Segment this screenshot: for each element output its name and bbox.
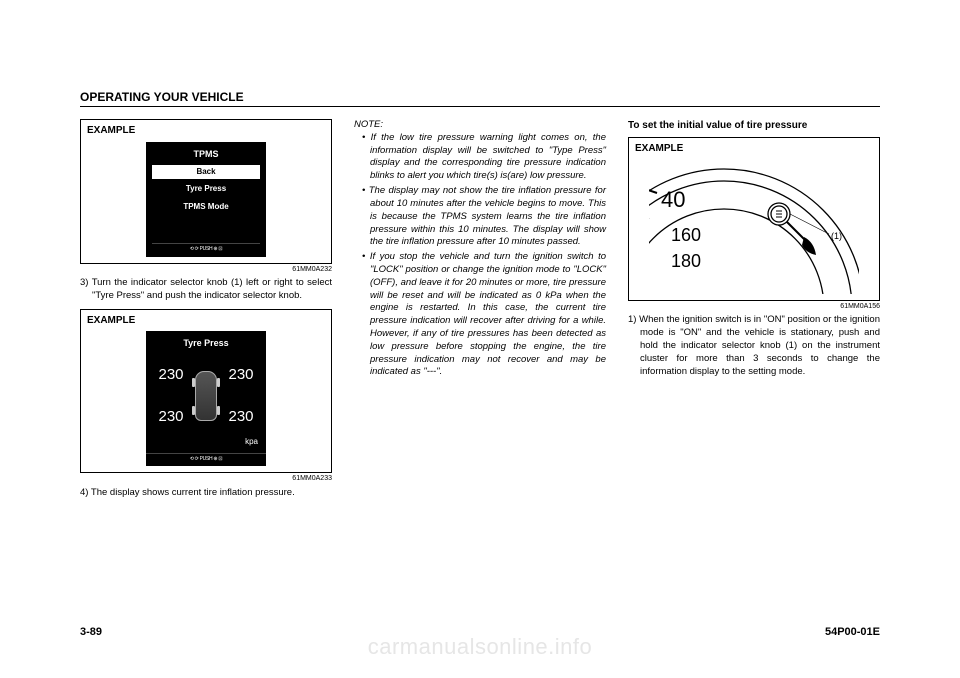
tyre-rr: 230	[228, 407, 253, 427]
note-item: If you stop the vehicle and turn the ign…	[362, 251, 606, 379]
note-item: The display may not show the tire inflat…	[362, 185, 606, 249]
figure-3: EXAMPLE	[628, 137, 880, 302]
example-label: EXAMPLE	[629, 138, 879, 156]
fig3-heading: To set the initial value of tire pressur…	[628, 119, 880, 133]
figure-3-ref: 61MM0A156	[628, 302, 880, 311]
screen1-header: TPMS	[152, 148, 260, 160]
screen2-header: Tyre Press	[152, 337, 260, 349]
section-title: OPERATING YOUR VEHICLE	[80, 90, 880, 107]
note-list: If the low tire pressure warning light c…	[354, 132, 606, 379]
car-icon	[195, 371, 217, 421]
figure-3-caption: 1) When the ignition switch is in "ON" p…	[628, 314, 880, 378]
note-title: NOTE:	[354, 119, 606, 132]
column-3: To set the initial value of tire pressur…	[628, 119, 880, 505]
figure-2-ref: 61MM0A233	[80, 474, 332, 483]
speed-40: 40	[661, 187, 685, 212]
tyre-rl: 230	[158, 407, 183, 427]
column-2: NOTE: If the low tire pressure warning l…	[354, 119, 606, 505]
figure-1: EXAMPLE TPMS Back Tyre Press TPMS Mode ⟲…	[80, 119, 332, 264]
watermark: carmanualsonline.info	[0, 634, 960, 660]
tyre-press-screen: Tyre Press 230 230 230 230 kpa ⟲ ⟳ PUSH …	[146, 331, 266, 466]
tyre-fl: 230	[158, 365, 183, 385]
screen2-footer: ⟲ ⟳ PUSH ⊕ ⊡	[146, 453, 266, 463]
speedometer-illustration: 40 160 180 (1)	[649, 159, 859, 294]
screen1-footer: ⟲ ⟳ PUSH ⊕ ⊡	[152, 243, 260, 253]
figure-2: EXAMPLE Tyre Press 230 230 230 230 kpa ⟲…	[80, 309, 332, 474]
example-label: EXAMPLE	[81, 310, 331, 328]
speed-160: 160	[671, 225, 701, 245]
example-label: EXAMPLE	[81, 120, 331, 138]
callout-1: (1)	[831, 231, 842, 241]
tpms-menu-screen: TPMS Back Tyre Press TPMS Mode ⟲ ⟳ PUSH …	[146, 142, 266, 257]
menu-item-back: Back	[152, 165, 260, 180]
figure-2-caption: 4) The display shows current tire inflat…	[80, 487, 332, 500]
tyre-fr: 230	[228, 365, 253, 385]
menu-item-tpms-mode: TPMS Mode	[152, 200, 260, 215]
figure-1-ref: 61MM0A232	[80, 265, 332, 274]
column-1: EXAMPLE TPMS Back Tyre Press TPMS Mode ⟲…	[80, 119, 332, 505]
pressure-unit: kpa	[245, 437, 258, 448]
speed-180: 180	[671, 251, 701, 271]
figure-1-caption: 3) Turn the indicator selector knob (1) …	[80, 277, 332, 303]
note-item: If the low tire pressure warning light c…	[362, 132, 606, 183]
menu-item-tyre-press: Tyre Press	[152, 182, 260, 197]
